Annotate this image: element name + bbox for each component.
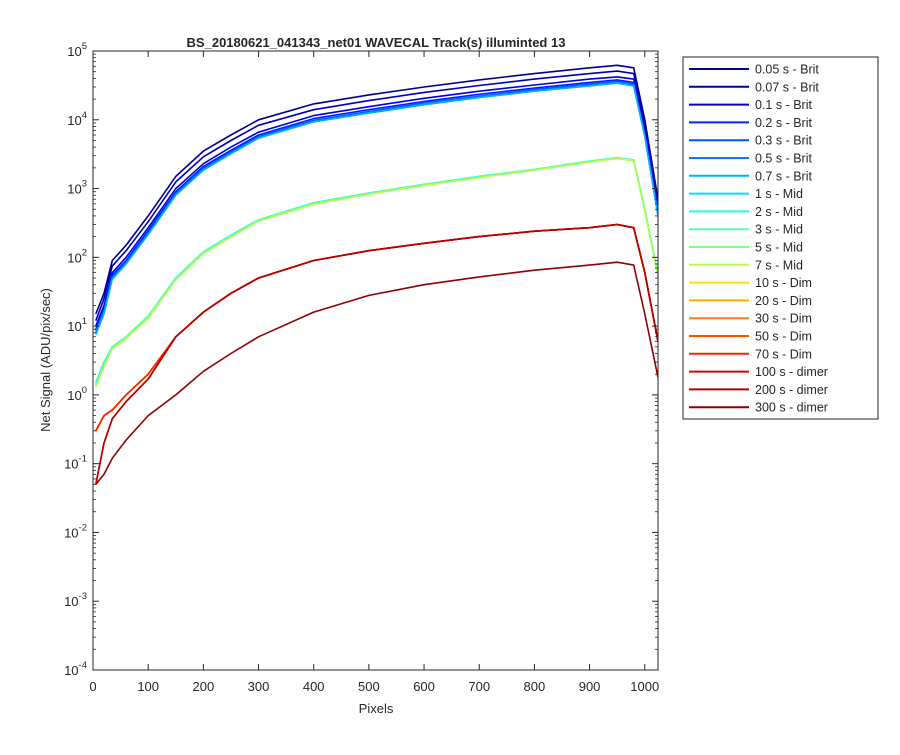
x-tick-label: 800 [524, 679, 546, 694]
series-line-1 [95, 64, 658, 315]
x-axis-label: Pixels [359, 701, 394, 716]
x-tick-label: 600 [413, 679, 435, 694]
series-layer [95, 64, 658, 485]
legend-entry-label: 5 s - Mid [755, 241, 803, 255]
x-tick-label: 900 [579, 679, 601, 694]
legend-entry-label: 50 s - Dim [755, 330, 812, 344]
series-line-2 [95, 70, 658, 321]
legend-entry-label: 300 s - dimer [755, 401, 828, 415]
x-tick-label: 400 [303, 679, 325, 694]
legend: 0.05 s - Brit 0.07 s - Brit 0.1 s - Brit 0.… [682, 56, 879, 420]
series-line-19 [95, 223, 658, 485]
chart-title: BS_20180621_041343_net01 WAVECAL Track(s… [187, 35, 566, 50]
y-tick-label: 104 [67, 110, 87, 128]
legend-entry-label: 20 s - Dim [755, 294, 812, 308]
legend-entry-label: 0.2 s - Brit [755, 116, 812, 130]
y-tick-label: 10-2 [64, 522, 87, 540]
axes-layer: 0 100 200 300 400 500 600 700 800 900 1000 105 104 10… [64, 41, 659, 694]
y-tick-label: 10-3 [64, 591, 87, 609]
series-line-12 [95, 157, 658, 388]
y-tick-label: 101 [67, 316, 87, 334]
y-tick-label: 103 [67, 179, 87, 197]
x-tick-label: 1000 [630, 679, 659, 694]
x-tick-label: 200 [193, 679, 215, 694]
legend-entry-label: 7 s - Mid [755, 258, 803, 272]
x-tick-label: 700 [468, 679, 490, 694]
series-line-20 [95, 261, 658, 485]
legend-box [682, 56, 879, 420]
series-line-3 [95, 76, 658, 327]
y-tick-label: 10-4 [64, 660, 87, 678]
series-line-7 [95, 82, 658, 335]
legend-entry-label: 200 s - dimer [755, 383, 828, 397]
legend-entry-label: 10 s - Dim [755, 276, 812, 290]
x-tick-label: 500 [358, 679, 380, 694]
y-axis-label: Net Signal (ADU/pix/sec) [38, 288, 53, 432]
y-tick-label: 10-1 [64, 454, 87, 472]
legend-entry-label: 0.05 s - Brit [755, 63, 819, 77]
x-tick-label: 100 [137, 679, 159, 694]
y-tick-label: 100 [67, 385, 87, 403]
legend-entry-label: 0.1 s - Brit [755, 98, 812, 112]
x-tick-label: 0 [89, 679, 96, 694]
axes-box [92, 50, 659, 671]
legend-entry-label: 3 s - Mid [755, 223, 803, 237]
x-tick-label: 300 [248, 679, 270, 694]
legend-entry-label: 0.5 s - Brit [755, 152, 812, 166]
legend-entry-label: 0.7 s - Brit [755, 169, 812, 183]
y-tick-label: 105 [67, 41, 87, 59]
legend-entry-label: 70 s - Dim [755, 347, 812, 361]
legend-entry-label: 30 s - Dim [755, 312, 812, 326]
legend-entry-label: 0.07 s - Brit [755, 80, 819, 94]
plot-area [93, 51, 658, 670]
legend-entry-label: 0.3 s - Brit [755, 134, 812, 148]
legend-entry-label: 100 s - dimer [755, 365, 828, 379]
y-tick-label: 102 [67, 247, 87, 265]
series-line-4 [95, 79, 658, 330]
legend-entry-label: 2 s - Mid [755, 205, 803, 219]
legend-entry-label: 1 s - Mid [755, 187, 803, 201]
